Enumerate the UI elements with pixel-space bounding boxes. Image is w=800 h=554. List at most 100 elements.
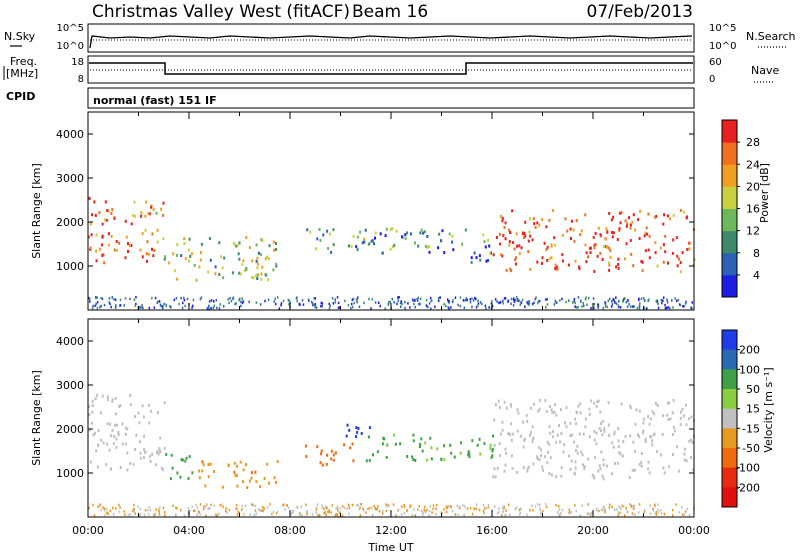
colorbar-segment xyxy=(722,369,737,390)
echo-cell xyxy=(565,425,568,429)
scatter-cell xyxy=(457,303,459,307)
scatter-cell xyxy=(411,514,414,517)
echo-cell xyxy=(524,234,527,238)
echo-cell xyxy=(679,270,682,274)
echo-cell xyxy=(423,230,426,234)
scatter-cell xyxy=(197,510,200,513)
echo-cell xyxy=(361,241,364,245)
scatter-cell xyxy=(660,298,663,302)
echo-region xyxy=(492,398,696,481)
scatter-cell xyxy=(337,509,339,513)
scatter-cell xyxy=(648,298,650,301)
scatter-cell xyxy=(621,504,623,508)
echo-cell xyxy=(146,259,148,263)
echo-cell xyxy=(577,404,580,408)
scatter-cell xyxy=(538,300,540,303)
echo-cell xyxy=(499,454,501,457)
echo-cell xyxy=(381,251,384,255)
echo-cell xyxy=(629,434,632,438)
scatter-cell xyxy=(110,305,112,309)
scatter-cell xyxy=(473,507,475,511)
echo-region xyxy=(155,201,165,244)
echo-cell xyxy=(653,412,656,416)
echo-cell xyxy=(274,242,277,245)
echo-cell xyxy=(201,469,204,473)
scatter-cell xyxy=(463,513,466,517)
echo-cell xyxy=(663,213,666,217)
scatter-cell xyxy=(683,513,686,516)
echo-cell xyxy=(532,436,535,440)
scatter-cell xyxy=(147,512,150,516)
echo-cell xyxy=(180,458,183,462)
scatter-cell xyxy=(314,305,316,309)
echo-cell xyxy=(518,244,521,248)
echo-cell xyxy=(544,455,547,459)
echo-cell xyxy=(144,450,147,454)
scatter-cell xyxy=(688,514,691,517)
scatter-cell xyxy=(430,307,432,310)
echo-cell xyxy=(170,453,173,457)
echo-cell xyxy=(608,261,610,265)
echo-cell xyxy=(521,232,524,236)
scatter-cell xyxy=(348,504,350,507)
scatter-cell xyxy=(261,509,264,513)
beam-label: Beam 16 xyxy=(352,2,428,22)
echo-cell xyxy=(436,447,439,451)
echo-cell xyxy=(616,238,619,241)
echo-cell xyxy=(527,250,530,254)
scatter-cell xyxy=(299,513,301,517)
scatter-cell xyxy=(586,303,588,306)
echo-cell xyxy=(102,253,105,257)
scatter-cell xyxy=(528,303,530,306)
echo-cell xyxy=(531,440,534,444)
scatter-cell xyxy=(325,506,328,510)
scatter-cell xyxy=(422,511,424,514)
echo-cell xyxy=(370,239,373,243)
scatter-cell xyxy=(378,301,380,304)
scatter-cell xyxy=(447,298,449,301)
echo-cell xyxy=(102,441,105,445)
echo-cell xyxy=(647,460,650,464)
echo-cell xyxy=(191,471,194,475)
echo-cell xyxy=(233,470,236,474)
echo-cell xyxy=(207,475,210,479)
scatter-cell xyxy=(606,305,608,309)
scatter-cell xyxy=(325,505,327,508)
echo-cell xyxy=(667,417,670,421)
scatter-cell xyxy=(135,302,137,306)
echo-cell xyxy=(404,237,407,241)
scatter-cell xyxy=(373,504,375,508)
scatter-cell xyxy=(183,514,186,517)
echo-cell xyxy=(111,428,114,432)
echo-cell xyxy=(124,432,127,436)
echo-cell xyxy=(231,271,234,275)
scatter-cell xyxy=(109,302,111,306)
scatter-cell xyxy=(519,511,522,515)
scatter-cell xyxy=(512,297,515,300)
echo-cell xyxy=(507,432,510,435)
colorbar-tick-label: 15 xyxy=(746,403,760,416)
echo-cell xyxy=(328,232,331,236)
scatter-cell xyxy=(315,511,317,514)
echo-cell xyxy=(600,450,603,454)
scatter-cell xyxy=(112,506,114,510)
scatter-cell xyxy=(379,304,381,308)
scatter-cell xyxy=(227,298,229,301)
scatter-cell xyxy=(671,513,674,517)
echo-cell xyxy=(428,245,431,248)
scatter-cell xyxy=(514,507,517,511)
scatter-cell xyxy=(352,305,354,309)
scatter-cell xyxy=(350,306,352,310)
echo-cell xyxy=(543,241,546,245)
scatter-cell xyxy=(484,507,486,510)
scatter-cell xyxy=(557,505,560,508)
echo-cell xyxy=(649,417,652,421)
echo-cell xyxy=(428,250,431,254)
scatter-cell xyxy=(642,296,645,300)
scatter-cell xyxy=(199,513,201,516)
echo-cell xyxy=(124,219,127,223)
echo-cell xyxy=(164,255,167,259)
scatter-cell xyxy=(192,298,195,302)
echo-cell xyxy=(412,433,415,437)
echo-cell xyxy=(575,449,577,453)
